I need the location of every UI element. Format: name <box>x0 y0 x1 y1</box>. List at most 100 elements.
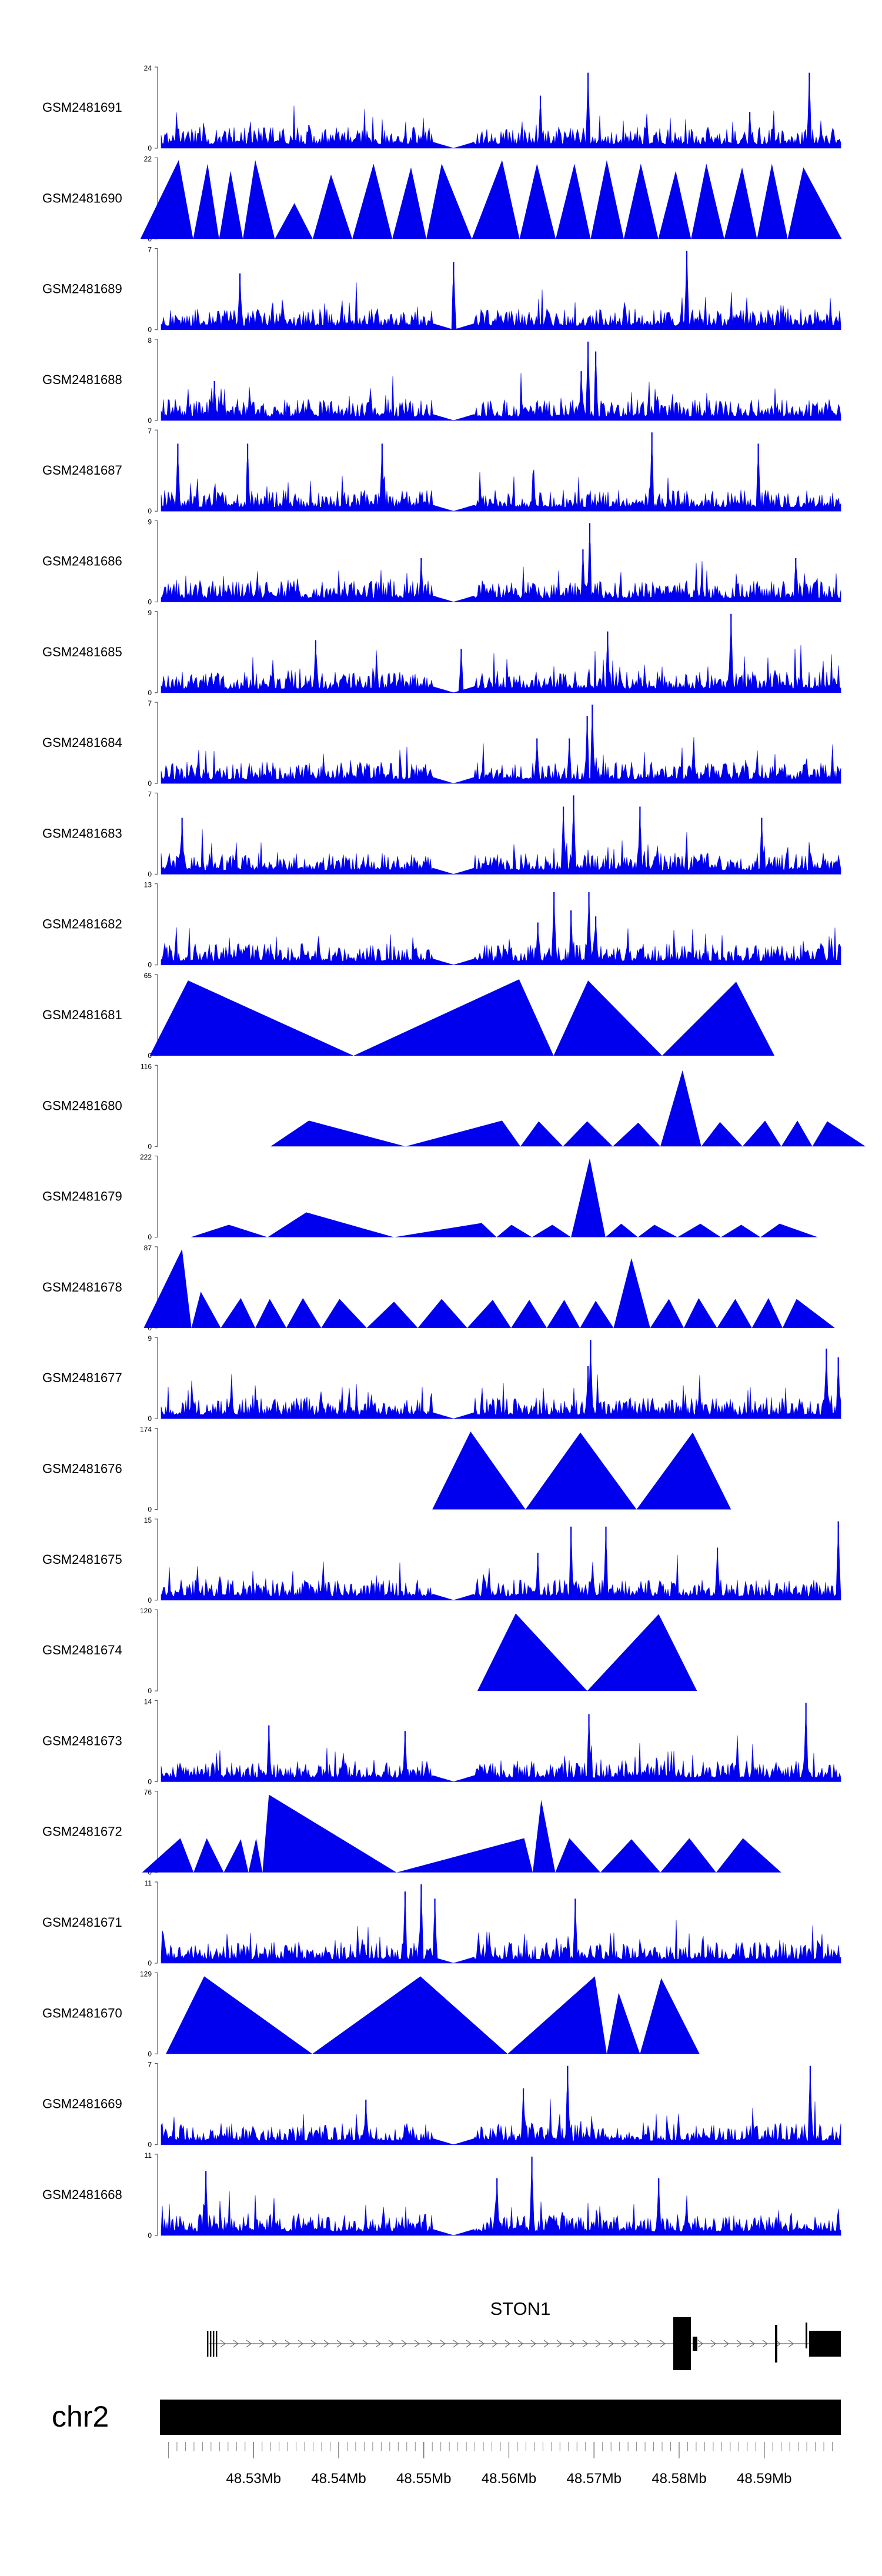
strand-arrow-icon <box>492 2340 497 2348</box>
signal-peak <box>243 160 275 239</box>
strand-arrow-icon <box>466 2340 472 2348</box>
signal-peak <box>556 163 591 239</box>
track-name-label: GSM2481686 <box>42 554 122 569</box>
gene-exon <box>775 2325 777 2363</box>
strand-arrow-icon <box>595 2340 601 2348</box>
signal-peak <box>691 163 724 239</box>
chromosome-ideogram-bar <box>160 2400 841 2435</box>
signal-peak <box>751 1298 783 1328</box>
strand-arrow-icon <box>401 2340 407 2348</box>
gene-track: STON1 <box>207 2298 841 2370</box>
track-GSM2481684: GSM2481684 7 0 <box>42 699 841 788</box>
signal-peak <box>532 1224 572 1237</box>
coverage-signal <box>161 74 841 149</box>
track-ymax-label: 15 <box>144 1516 152 1524</box>
track-ymin-label: 0 <box>148 2050 152 2058</box>
strand-arrow-icon <box>362 2340 368 2348</box>
signal-peak <box>662 982 775 1056</box>
strand-arrow-icon <box>272 2340 278 2348</box>
gene-exon <box>207 2331 209 2357</box>
signal-peak <box>613 1122 661 1147</box>
signal-peak <box>191 1292 221 1328</box>
signal-peak <box>677 1223 721 1237</box>
track-ymin-label: 0 <box>148 1414 152 1423</box>
signal-peak <box>275 203 313 239</box>
strand-arrow-icon <box>530 2340 536 2348</box>
signal-peak <box>590 160 624 239</box>
strand-arrow-icon <box>453 2340 459 2348</box>
signal-peak <box>787 167 842 239</box>
track-ymax-label: 9 <box>148 518 152 526</box>
signal-peak <box>193 163 219 239</box>
signal-peak <box>149 980 354 1056</box>
track-ymax-label: 7 <box>148 246 152 254</box>
axis-tick-label: 48.59Mb <box>737 2471 791 2487</box>
track-ymin-label: 0 <box>148 2141 152 2149</box>
gene-exon <box>210 2331 212 2357</box>
track-GSM2481687: GSM2481687 7 0 <box>42 427 841 515</box>
signal-peak <box>660 1838 716 1873</box>
signal-peak <box>717 1299 752 1328</box>
gene-exon <box>216 2331 218 2357</box>
strand-arrow-icon <box>788 2340 794 2348</box>
track-name-label: GSM2481680 <box>42 1098 122 1113</box>
strand-arrow-icon <box>427 2340 433 2348</box>
strand-arrow-icon <box>298 2340 303 2348</box>
track-GSM2481670: GSM2481670 129 0 <box>42 1970 700 2058</box>
track-GSM2481682: GSM2481682 13 0 <box>42 881 841 969</box>
strand-arrow-icon <box>647 2340 653 2348</box>
signal-peak <box>426 163 472 239</box>
track-ymax-label: 65 <box>144 972 152 980</box>
track-ymax-label: 174 <box>140 1426 152 1434</box>
gene-exon <box>693 2337 697 2351</box>
track-name-label: GSM2481673 <box>42 1733 122 1748</box>
track-ymax-label: 7 <box>148 2061 152 2069</box>
track-GSM2481674: GSM2481674 120 0 <box>42 1607 697 1695</box>
signal-peak <box>467 1300 512 1328</box>
track-ymin-label: 0 <box>148 598 152 606</box>
track-name-label: GSM2481691 <box>42 100 122 115</box>
signal-peak <box>781 1120 813 1147</box>
signal-peak <box>580 1300 614 1328</box>
axis-tick-label: 48.58Mb <box>652 2471 706 2487</box>
signal-peak <box>600 1839 661 1873</box>
axis-tick-label: 48.53Mb <box>226 2471 281 2487</box>
signal-peak <box>555 1838 601 1873</box>
strand-arrow-icon <box>736 2340 742 2348</box>
track-name-label: GSM2481685 <box>42 645 122 659</box>
track-GSM2481676: GSM2481676 174 0 <box>42 1426 731 1514</box>
strand-arrow-icon <box>220 2340 226 2348</box>
signal-peak <box>472 160 520 239</box>
signal-peak <box>533 1800 556 1873</box>
coverage-signal <box>161 718 841 784</box>
track-GSM2481691: GSM2481691 24 0 <box>42 64 841 152</box>
track-GSM2481671: GSM2481671 11 0 <box>42 1879 841 1967</box>
signal-peak <box>742 1120 781 1147</box>
track-ymax-label: 129 <box>140 1970 152 1978</box>
signal-peak <box>143 1249 192 1328</box>
track-GSM2481690: GSM2481690220 <box>42 155 842 243</box>
track-ymax-label: 9 <box>148 1334 152 1343</box>
track-name-label: GSM2481668 <box>42 2187 122 2202</box>
signal-peak <box>520 1121 563 1147</box>
track-GSM2481688: GSM2481688 8 0 <box>42 336 841 425</box>
track-ymax-label: 9 <box>148 609 152 617</box>
track-ymax-label: 7 <box>148 790 152 798</box>
coverage-signal <box>161 343 841 421</box>
strand-arrow-icon <box>336 2340 342 2348</box>
gene-label-ston1: STON1 <box>490 2298 551 2319</box>
coverage-signal <box>161 1716 841 1782</box>
track-name-label: GSM2481679 <box>42 1189 122 1204</box>
gene-exon <box>809 2331 841 2357</box>
signal-peak <box>193 1838 224 1873</box>
signal-peak <box>166 1976 313 2054</box>
track-ymin-label: 0 <box>148 1142 152 1150</box>
strand-arrow-icon <box>505 2340 510 2348</box>
strand-arrow-icon <box>556 2340 562 2348</box>
track-name-label: GSM2481687 <box>42 463 122 478</box>
track-ymin-label: 0 <box>148 326 152 334</box>
signal-peak <box>546 1300 580 1328</box>
track-ymin-label: 0 <box>148 1687 152 1695</box>
track-ymax-label: 87 <box>144 1244 152 1252</box>
